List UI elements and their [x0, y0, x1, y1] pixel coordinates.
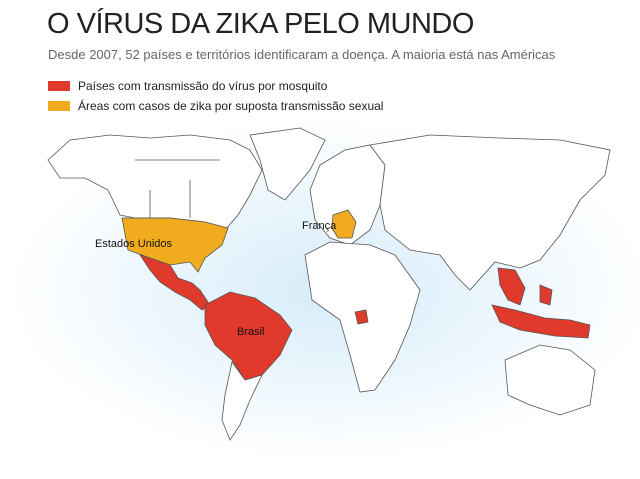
legend-item: Áreas com casos de zika por suposta tran… [48, 99, 383, 113]
legend-swatch [48, 81, 70, 91]
map-label: Estados Unidos [95, 238, 173, 250]
legend-label: Países com transmissão do vírus por mosq… [78, 79, 328, 93]
region-mosquito [204, 291, 293, 381]
land [135, 159, 220, 218]
region-mosquito [491, 304, 591, 339]
land [47, 134, 263, 231]
legend-swatch [48, 101, 70, 111]
subtitle: Desde 2007, 52 países e territórios iden… [48, 47, 556, 62]
region-sexual [331, 209, 357, 239]
land [221, 361, 263, 441]
region-mosquito [497, 267, 526, 306]
map-label: França [302, 220, 337, 232]
land [249, 127, 326, 201]
land [504, 344, 596, 416]
legend-label: Áreas com casos de zika por suposta tran… [78, 99, 384, 113]
map-label: Brasil [237, 326, 265, 338]
legend-item: Países com transmissão do vírus por mosq… [48, 79, 327, 93]
region-mosquito [354, 309, 369, 325]
title: O VÍRUS DA ZIKA PELO MUNDO [47, 8, 474, 40]
region-mosquito [539, 284, 553, 306]
land [369, 134, 611, 291]
